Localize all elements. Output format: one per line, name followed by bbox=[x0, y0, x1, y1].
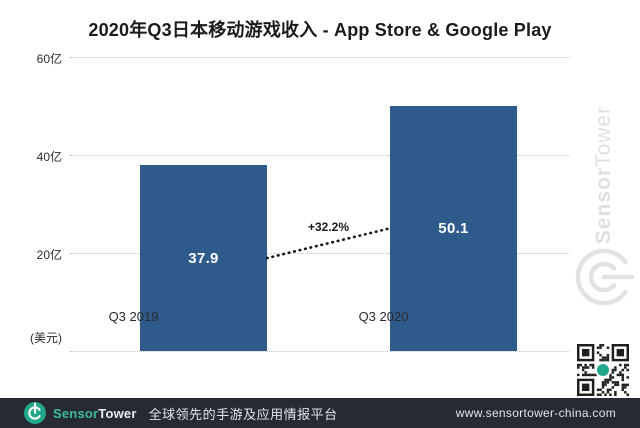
gridline-20 bbox=[70, 253, 570, 254]
footer-brand-name: SensorTower bbox=[53, 406, 137, 421]
y-axis-unit: (美元) bbox=[30, 331, 62, 345]
growth-percentage-label: +32.2% bbox=[307, 220, 350, 235]
footer-tagline: 全球领先的手游及应用情报平台 bbox=[148, 406, 338, 422]
footer-website-url[interactable]: www.sensortower-china.com bbox=[455, 406, 616, 420]
baseline-axis bbox=[70, 351, 570, 352]
sensortower-logo-watermark-icon bbox=[575, 248, 635, 306]
y-tick-60: 60亿 bbox=[36, 52, 62, 66]
plot-area: 37.9 50.1 +32.2% bbox=[70, 57, 570, 352]
bar-value-q3-2020: 50.1 bbox=[438, 219, 469, 237]
footer-bar: SensorTower 全球领先的手游及应用情报平台 www.sensortow… bbox=[0, 398, 640, 428]
y-tick-40: 40亿 bbox=[36, 150, 62, 164]
footer-brand-tower: Tower bbox=[98, 405, 137, 421]
bar-value-q3-2019: 37.9 bbox=[188, 249, 219, 267]
x-label-q3-2020: Q3 2020 bbox=[358, 309, 409, 324]
y-tick-20: 20亿 bbox=[36, 248, 62, 262]
watermark-tower: Tower bbox=[592, 105, 615, 167]
sensortower-watermark-text: SensorTower bbox=[592, 90, 616, 260]
qr-code bbox=[577, 344, 629, 396]
gridline-60 bbox=[70, 57, 570, 58]
sensortower-logo-icon bbox=[24, 402, 46, 424]
footer-brand: SensorTower bbox=[24, 402, 137, 424]
x-label-q3-2019: Q3 2019 bbox=[108, 309, 159, 324]
bar-q3-2019: 37.9 bbox=[140, 165, 267, 351]
footer-brand-sensor: Sensor bbox=[53, 405, 99, 421]
chart-title: 2020年Q3日本移动游戏收入 - App Store & Google Pla… bbox=[88, 20, 552, 40]
growth-trend-line bbox=[265, 227, 392, 260]
watermark-sensor: Sensor bbox=[592, 166, 615, 245]
gridline-40 bbox=[70, 155, 570, 156]
bar-q3-2020: 50.1 bbox=[390, 105, 517, 351]
